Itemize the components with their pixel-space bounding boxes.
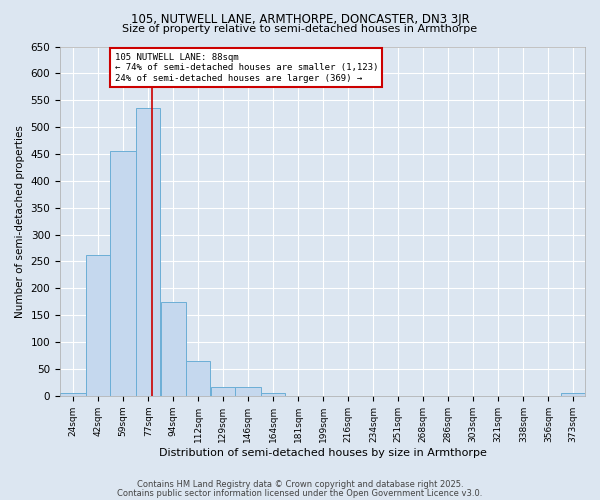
X-axis label: Distribution of semi-detached houses by size in Armthorpe: Distribution of semi-detached houses by … [158, 448, 487, 458]
Bar [235, 386, 260, 396]
Bar [261, 393, 285, 396]
Bar [110, 152, 136, 396]
Y-axis label: Number of semi-detached properties: Number of semi-detached properties [15, 124, 25, 318]
Bar [136, 108, 160, 396]
Text: 105, NUTWELL LANE, ARMTHORPE, DONCASTER, DN3 3JR: 105, NUTWELL LANE, ARMTHORPE, DONCASTER,… [131, 12, 469, 26]
Bar [60, 393, 86, 396]
Bar [561, 393, 585, 396]
Text: 105 NUTWELL LANE: 88sqm
← 74% of semi-detached houses are smaller (1,123)
24% of: 105 NUTWELL LANE: 88sqm ← 74% of semi-de… [115, 53, 378, 82]
Bar [211, 386, 235, 396]
Bar [187, 361, 211, 396]
Bar [161, 302, 186, 396]
Text: Contains public sector information licensed under the Open Government Licence v3: Contains public sector information licen… [118, 488, 482, 498]
Text: Size of property relative to semi-detached houses in Armthorpe: Size of property relative to semi-detach… [122, 24, 478, 34]
Text: Contains HM Land Registry data © Crown copyright and database right 2025.: Contains HM Land Registry data © Crown c… [137, 480, 463, 489]
Bar [86, 255, 110, 396]
